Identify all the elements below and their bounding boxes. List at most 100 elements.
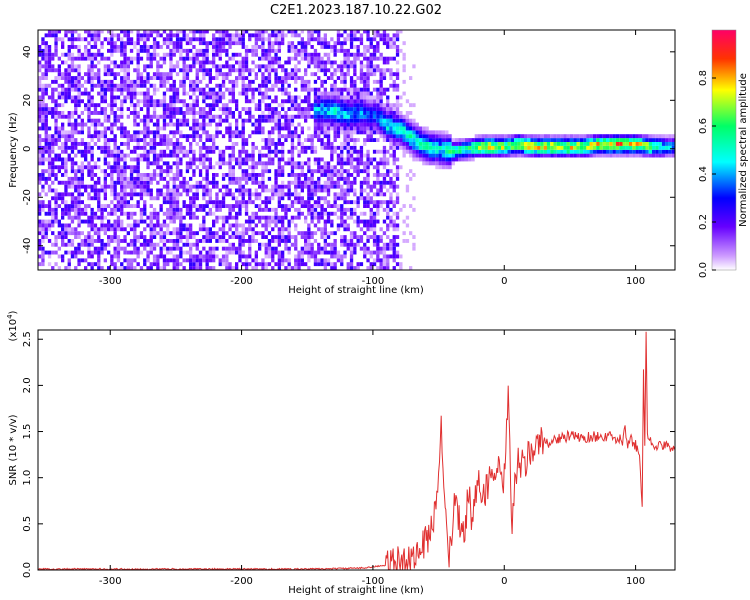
spectrogram-cell — [129, 41, 134, 46]
spectrogram-cell — [543, 149, 547, 154]
spectrogram-cell — [218, 239, 222, 243]
spectrogram-cell — [353, 169, 357, 174]
spectrogram-cell — [67, 37, 71, 42]
spectrogram-cell — [553, 138, 557, 142]
spectrogram-cell — [366, 266, 370, 270]
spectrogram-cell — [389, 130, 393, 135]
spectrogram-cell — [379, 180, 383, 185]
spectrogram-cell — [41, 95, 45, 100]
spectrogram-cell — [64, 227, 68, 232]
spectrogram-cell — [395, 30, 400, 34]
spectrogram-cell — [294, 68, 298, 73]
spectrogram-cell — [185, 153, 190, 158]
spectrogram-cell — [264, 87, 268, 92]
spectrogram-cell — [326, 142, 331, 146]
spectrogram-cell — [126, 41, 130, 46]
spectrogram-cell — [356, 219, 360, 224]
spectrogram-cell — [215, 207, 219, 212]
spectrogram-cell — [382, 33, 387, 38]
spectrogram-cell — [346, 192, 350, 197]
spectrogram-cell — [501, 149, 505, 154]
spectrogram-cell — [376, 64, 380, 69]
spectrogram-cell — [47, 138, 52, 142]
spectrogram-cell — [87, 173, 91, 177]
spectrogram-cell — [356, 126, 360, 131]
spectrogram-cell — [38, 192, 42, 197]
spectrogram-cell — [261, 30, 265, 34]
spectrogram-cell — [110, 200, 114, 205]
spectrogram-cell — [212, 134, 216, 139]
spectrogram-cell — [372, 107, 377, 111]
spectrogram-cell — [320, 130, 324, 135]
spectrogram-cell — [74, 211, 78, 216]
spectrogram-cell — [97, 83, 101, 88]
spectrogram-cell — [556, 149, 561, 154]
spectrogram-cell — [372, 87, 377, 92]
spectrogram-cell — [244, 153, 249, 158]
spectrogram-cell — [169, 239, 173, 243]
spectrogram-cell — [304, 173, 308, 177]
spectrogram-cell — [244, 138, 249, 142]
spectrogram-cell — [179, 157, 183, 162]
spectrogram-cell — [271, 254, 275, 259]
spectrogram-cell — [277, 161, 281, 166]
spectrogram-cell — [349, 173, 354, 177]
spectrogram-cell — [116, 153, 121, 158]
spectrogram-cell — [244, 142, 249, 146]
spectrogram-cell — [182, 145, 186, 150]
spectrogram-cell — [261, 83, 265, 88]
spectrogram-cell — [139, 192, 144, 197]
spectrogram-cell — [179, 192, 183, 197]
spectrogram-cell — [182, 204, 186, 208]
spectrogram-cell — [159, 176, 163, 181]
spectrogram-cell — [74, 130, 78, 135]
spectrogram-cell — [107, 118, 111, 123]
spectrogram-cell — [238, 72, 242, 77]
spectrogram-cell — [185, 138, 190, 142]
spectrogram-cell — [93, 231, 98, 236]
spectrogram-cell — [392, 103, 396, 108]
spectrogram-cell — [343, 30, 347, 34]
spectrogram-cell — [41, 246, 45, 251]
spectrogram-cell — [93, 45, 98, 49]
spectrogram-cell — [235, 196, 239, 201]
spectrogram-cell — [97, 254, 101, 259]
spectrogram-cell — [363, 64, 367, 69]
spectrogram-cell — [379, 68, 383, 73]
spectrogram-cell — [274, 246, 278, 251]
spectrogram-cell — [143, 239, 147, 243]
spectrogram-cell — [307, 192, 311, 197]
spectrogram-cell — [189, 142, 193, 146]
spectrogram-cell — [166, 122, 170, 127]
spectrogram-cell — [248, 250, 252, 255]
spectrogram-cell — [126, 33, 130, 38]
spectrogram-cell — [162, 95, 167, 100]
spectrogram-cell — [175, 145, 180, 150]
spectrogram-cell — [228, 126, 232, 131]
spectrogram-cell — [44, 219, 48, 224]
spectrogram-cell — [100, 91, 104, 96]
spectrogram-cell — [491, 149, 495, 154]
spectrogram-cell — [271, 33, 275, 38]
spectrogram-cell — [159, 207, 163, 212]
spectrogram-cell — [218, 87, 222, 92]
spectrogram-cell — [330, 157, 334, 162]
spectrogram-cell — [356, 95, 360, 100]
spectrogram-cell — [277, 37, 281, 42]
spectrogram-cell — [261, 41, 265, 46]
spectrogram-cell — [264, 52, 268, 57]
spectrogram-cell — [156, 33, 160, 38]
spectrogram-cell — [215, 103, 219, 108]
spectrogram-cell — [287, 122, 291, 127]
spectrogram-cell — [110, 30, 114, 34]
spectrogram-cell — [143, 48, 147, 53]
spectrogram-cell — [330, 149, 334, 154]
spectrogram-cell — [524, 149, 528, 154]
spectrogram-cell — [372, 219, 377, 224]
spectrogram-cell — [386, 103, 390, 108]
spectrogram-cell — [353, 33, 357, 38]
spectrogram-cell — [412, 242, 416, 247]
spectrogram-cell — [359, 219, 364, 224]
spectrogram-cell — [307, 37, 311, 42]
spectrogram-cell — [300, 76, 304, 80]
